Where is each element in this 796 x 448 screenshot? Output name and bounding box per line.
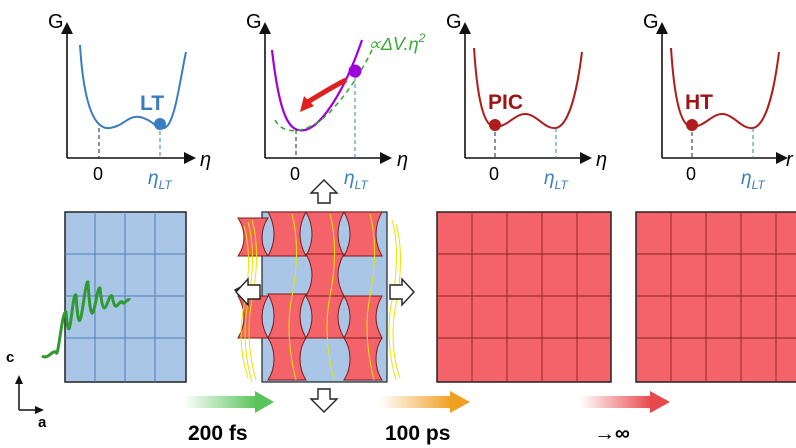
eta-lt-tick-label: ηLT (344, 168, 369, 192)
state-marker (489, 119, 501, 131)
time-arrow-icon (580, 396, 652, 408)
eta-axis-arrowhead (184, 152, 196, 164)
lattice-strained (233, 179, 415, 413)
time-step-label: 200 fs (188, 422, 248, 445)
g-axis-arrowhead (459, 22, 471, 34)
zero-tick-label: 0 (686, 164, 696, 184)
energy-curve (670, 47, 780, 130)
eta-axis-label: η (397, 149, 408, 171)
state-marker (686, 119, 698, 131)
eta-axis-arrowhead (776, 152, 788, 164)
lattice-grid (636, 212, 796, 382)
time-step-label: 100 ps (385, 422, 450, 445)
a-axis-label: a (38, 414, 47, 431)
g-axis-label: G (246, 11, 262, 33)
eta-axis-label: η (200, 149, 211, 171)
energy-curve (79, 44, 187, 130)
strain-parabola (274, 49, 373, 132)
lattice-block (436, 211, 612, 383)
eta-axis-label: η (596, 149, 607, 171)
time-arrow-head (650, 391, 670, 413)
zero-tick-label: 0 (489, 164, 499, 184)
g-axis-arrowhead (259, 22, 271, 34)
time-step-200fs: 200 fs (183, 391, 274, 445)
energy-curve (473, 47, 583, 130)
energy-panel-ht: G HT 0 ηLT r (643, 11, 794, 192)
state-label: PIC (488, 91, 523, 114)
crystal-axes-indicator: c a (6, 349, 47, 431)
lattice-grid (437, 212, 611, 382)
zero-tick-label: 0 (93, 164, 103, 184)
state-marker (154, 118, 166, 130)
zero-tick-label: 0 (290, 164, 300, 184)
g-axis-arrowhead (656, 22, 668, 34)
time-arrow-icon (183, 396, 257, 408)
g-axis-label: G (48, 11, 64, 33)
strain-wave-icon (240, 213, 401, 383)
laser-pulse-icon (41, 280, 131, 359)
time-step-label: →∞ (594, 422, 630, 445)
time-arrow-head (450, 391, 470, 413)
eta-lt-tick-label: ηLT (544, 168, 569, 192)
g-axis-label: G (446, 11, 462, 33)
eta-axis-arrowhead (580, 152, 592, 164)
eta-lt-tick-label: ηLT (741, 168, 766, 192)
state-label: HT (685, 91, 713, 114)
lattice-pic (436, 211, 612, 383)
state-label: LT (140, 92, 164, 115)
eta-axis-label: r (786, 149, 794, 171)
energy-panel-transient: G ∝ΔV.η2 0 ηLT η (246, 11, 426, 192)
energy-panel-pic: G PIC 0 ηLT η (446, 11, 607, 192)
g-axis-label: G (643, 11, 659, 33)
relaxation-arrow-icon (300, 96, 314, 112)
time-arrow-head (255, 391, 274, 413)
expansion-arrow-icon (233, 179, 415, 413)
time-arrow-icon (380, 396, 452, 408)
lattice-ht (635, 211, 796, 383)
state-marker (348, 64, 362, 78)
g-axis-arrowhead (61, 22, 73, 34)
lattice-block (635, 211, 796, 383)
lattice-lt (41, 211, 187, 383)
time-step-100ps: 100 ps (380, 391, 470, 445)
perturbed-energy-curve (270, 39, 364, 132)
energy-panel-lt: G LT 0 ηLT η (48, 11, 211, 192)
c-axis-label: c (6, 349, 14, 366)
eta-lt-tick-label: ηLT (148, 168, 173, 192)
strain-annotation: ∝ΔV.η2 (368, 31, 426, 54)
time-step-infinity: →∞ (580, 391, 670, 445)
eta-axis-arrowhead (380, 152, 392, 164)
